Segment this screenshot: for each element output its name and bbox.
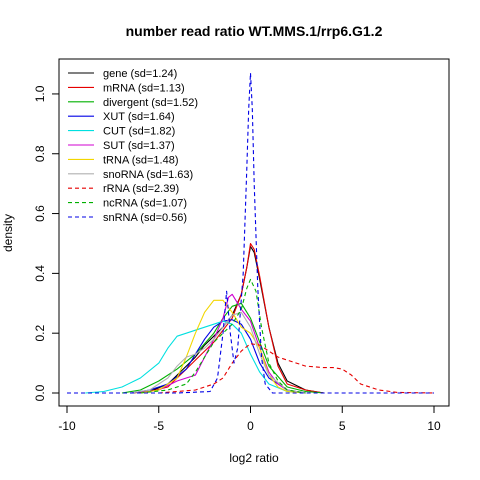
y-tick-label: 0.8 — [33, 145, 47, 162]
y-tick-label: 0.2 — [33, 325, 47, 342]
legend-label-divergent: divergent (sd=1.52) — [103, 97, 198, 109]
plot-frame — [58, 58, 450, 407]
x-tick-label: 0 — [247, 419, 254, 433]
y-tick-label: 0.6 — [33, 205, 47, 222]
series-line-snorna — [131, 311, 306, 394]
series-layer — [67, 72, 435, 394]
legend-label-snorna: snoRNA (sd=1.63) — [103, 169, 193, 181]
series-line-rrna — [158, 343, 435, 394]
legend-label-ncrna: ncRNA (sd=1.07) — [103, 198, 187, 210]
legend-label-cut: CUT (sd=1.82) — [103, 126, 175, 138]
chart-title: number read ratio WT.MMS.1/rrp6.G1.2 — [126, 23, 383, 39]
series-line-mrna — [131, 242, 324, 394]
legend-label-xut: XUT (sd=1.64) — [103, 111, 175, 123]
legend-label-rrna: rRNA (sd=2.39) — [103, 183, 179, 195]
legend-label-mrna: mRNA (sd=1.13) — [103, 82, 185, 94]
legend-label-gene: gene (sd=1.24) — [103, 68, 177, 80]
series-line-divergent — [121, 302, 324, 394]
series-line-sut — [140, 293, 306, 394]
legend-label-trna: tRNA (sd=1.48) — [103, 154, 179, 166]
series-line-ncrna — [140, 278, 306, 394]
y-tick-label: 0.0 — [33, 384, 47, 401]
x-tick-label: -10 — [58, 419, 76, 433]
x-tick-label: 5 — [339, 419, 346, 433]
x-tick-label: 10 — [427, 419, 441, 433]
series-line-cut — [85, 320, 306, 394]
series-line-gene — [131, 245, 324, 394]
legend-label-snrna: snRNA (sd=0.56) — [103, 212, 187, 224]
legend: gene (sd=1.24) mRNA (sd=1.13) divergent (s… — [68, 68, 198, 224]
legend-label-sut: SUT (sd=1.37) — [103, 140, 175, 152]
axes: -10 -5 0 5 10 0.0 0.2 0.4 0.6 0.8 1.0 — [33, 85, 441, 433]
x-axis-label: log2 ratio — [229, 451, 279, 465]
x-tick-label: -5 — [153, 419, 164, 433]
y-tick-label: 1.0 — [33, 85, 47, 102]
y-tick-label: 0.4 — [33, 265, 47, 282]
y-axis-label: density — [1, 214, 15, 252]
